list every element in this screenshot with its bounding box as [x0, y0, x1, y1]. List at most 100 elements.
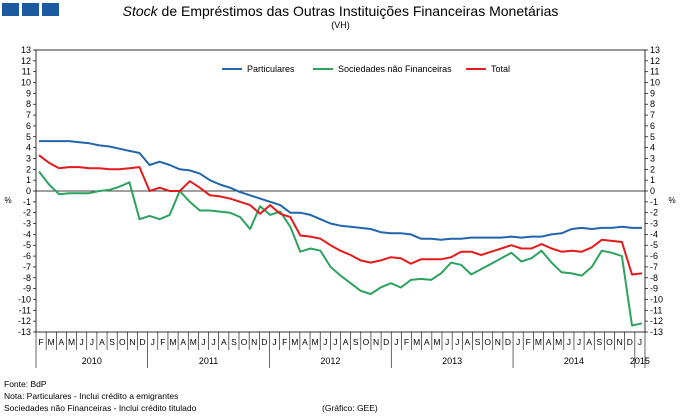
x-month-label: M [48, 337, 55, 347]
y-tick-label-right: -8 [650, 273, 658, 283]
x-month-label: J [516, 337, 520, 347]
chart-credit: (Gráfico: GEE) [322, 403, 378, 413]
x-month-label: O [606, 337, 613, 347]
x-month-label: M [190, 337, 197, 347]
chart-title-italic: Stock [122, 3, 158, 19]
x-month-label: M [413, 337, 420, 347]
x-year-label: 2015 [630, 356, 650, 366]
y-tick-label-right: 3 [650, 153, 655, 163]
x-month-label: N [617, 337, 623, 347]
y-tick-label-right: -3 [650, 219, 658, 229]
y-tick-label-right: -10 [650, 294, 663, 304]
x-month-label: A [221, 337, 227, 347]
x-month-label: S [596, 337, 602, 347]
y-tick-label-left: 10 [21, 78, 31, 88]
y-tick-label-left: 2 [26, 164, 31, 174]
x-month-label: D [140, 337, 146, 347]
x-month-label: J [272, 337, 276, 347]
x-month-label: J [201, 337, 205, 347]
x-month-label: F [160, 337, 165, 347]
x-month-label: O [484, 337, 491, 347]
y-tick-label-left: -9 [23, 284, 31, 294]
x-month-label: J [80, 337, 84, 347]
y-tick-label-left: 13 [21, 45, 31, 55]
y-tick-label-left: -10 [18, 294, 31, 304]
x-month-label: O [363, 337, 370, 347]
x-month-label: M [169, 337, 176, 347]
y-tick-label-left: -2 [23, 208, 31, 218]
x-month-label: A [424, 337, 430, 347]
x-month-label: F [404, 337, 409, 347]
x-month-label: S [109, 337, 115, 347]
x-month-label: J [567, 337, 571, 347]
series-line-particulares [39, 140, 642, 241]
y-tick-label-right: -6 [650, 251, 658, 261]
y-tick-label-left: 12 [21, 56, 31, 66]
y-tick-label-right: -13 [650, 327, 663, 337]
x-month-label: A [465, 337, 471, 347]
y-tick-label-right: 5 [650, 132, 655, 142]
y-tick-label-right: 9 [650, 88, 655, 98]
x-month-label: M [433, 337, 440, 347]
x-month-label: S [231, 337, 237, 347]
y-tick-label-left: -13 [18, 327, 31, 337]
brand-square-1 [2, 3, 19, 16]
brand-square-2 [22, 3, 39, 16]
y-tick-label-right: -5 [650, 240, 658, 250]
x-month-label: M [555, 337, 562, 347]
y-tick-label-left: -1 [23, 197, 31, 207]
y-tick-label-left: -3 [23, 219, 31, 229]
x-month-label: A [586, 337, 592, 347]
source-note: Fonte: BdP [4, 379, 47, 389]
x-year-label: 2013 [442, 356, 462, 366]
x-month-label: O [119, 337, 126, 347]
x-month-label: A [99, 337, 105, 347]
series-line-snf [38, 170, 643, 327]
x-month-label: M [68, 337, 75, 347]
series-line-total [38, 154, 643, 276]
x-year-label: 2012 [320, 356, 340, 366]
x-month-label: A [302, 337, 308, 347]
y-tick-label-right: -7 [650, 262, 658, 272]
x-month-label: A [343, 337, 349, 347]
x-month-label: D [261, 337, 267, 347]
x-month-label: J [638, 337, 642, 347]
chart-title-rest: de Empréstimos das Outras Instituições F… [157, 3, 559, 19]
y-tick-label-left: 3 [26, 153, 31, 163]
x-month-label: F [38, 337, 43, 347]
y-tick-label-left: -11 [19, 305, 31, 315]
y-tick-label-left: 5 [26, 132, 31, 142]
y-tick-label-left: -12 [18, 316, 31, 326]
footnote-particulares: Nota: Particulares - Inclui crédito a em… [4, 391, 179, 401]
footnote-snf: Sociedades não Financeiras - Inclui créd… [4, 403, 197, 413]
x-month-label: J [212, 337, 216, 347]
x-month-label: S [475, 337, 481, 347]
x-month-label: N [129, 337, 135, 347]
y-tick-label-left: 1 [26, 175, 31, 185]
x-month-label: J [323, 337, 327, 347]
x-month-label: N [373, 337, 379, 347]
x-month-label: N [251, 337, 257, 347]
y-tick-label-left: 9 [26, 88, 31, 98]
y-tick-label-right: 0 [650, 186, 655, 196]
x-month-label: A [180, 337, 186, 347]
legend-label: Sociedades não Financeiras [338, 64, 452, 74]
y-tick-label-left: 0 [26, 186, 31, 196]
x-year-label: 2010 [82, 356, 102, 366]
y-tick-label-left: 8 [26, 99, 31, 109]
x-month-label: M [312, 337, 319, 347]
x-month-label: O [241, 337, 248, 347]
x-month-label: D [627, 337, 633, 347]
x-month-label: J [394, 337, 398, 347]
y-tick-label-right: -11 [650, 305, 662, 315]
brand-square-3 [42, 3, 59, 16]
y-tick-label-right: -2 [650, 208, 658, 218]
y-tick-label-right: 2 [650, 164, 655, 174]
y-tick-label-right: -1 [650, 197, 658, 207]
x-month-label: J [445, 337, 449, 347]
x-month-label: M [535, 337, 542, 347]
y-tick-label-right: 12 [650, 56, 660, 66]
x-month-label: J [455, 337, 459, 347]
x-month-label: D [505, 337, 511, 347]
